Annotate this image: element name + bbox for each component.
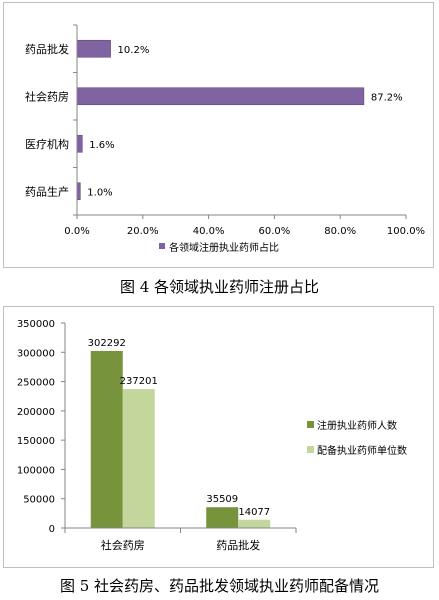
y-tick-label: 200000 (17, 407, 55, 418)
legend-swatch (307, 446, 314, 453)
legend-label: 注册执业药师人数 (317, 419, 397, 432)
bar (122, 389, 155, 528)
x-tick-label: 0.0% (64, 226, 89, 237)
category-label: 药品批发 (216, 538, 260, 552)
bar (238, 519, 271, 528)
bar (76, 87, 365, 106)
chart-2-panel: 302292 237201 社会药房 35509 14077 药品批发 0 50000 1000… (3, 306, 434, 568)
x-tick-label: 60.0% (259, 226, 291, 237)
y-tick-label: 350000 (17, 319, 55, 330)
bar (206, 507, 239, 528)
data-label: 1.6% (89, 140, 114, 151)
category-label: 药品批发 (25, 42, 69, 56)
x-tick-label: 100.0% (387, 226, 425, 237)
bar (76, 39, 111, 58)
chart-1-svg: 药品批发 10.2% 社会药房 87.2% 医疗机构 1.6% 药品生产 1.0% 0.0% 20… (25, 24, 425, 254)
category-label: 社会药房 (101, 538, 145, 552)
legend-label: 各领域注册执业药师占比 (169, 241, 279, 254)
x-tick-label: 80.0% (324, 226, 356, 237)
category-label: 医疗机构 (25, 137, 69, 151)
x-tick-label: 20.0% (127, 226, 159, 237)
data-label: 1.0% (87, 187, 112, 198)
legend-swatch (307, 421, 314, 428)
legend-swatch (159, 243, 165, 249)
y-tick-label: 250000 (17, 378, 55, 389)
data-label: 14077 (238, 507, 270, 518)
legend-label: 配备执业药师单位数 (317, 444, 407, 457)
chart-1-caption: 图 4 各领域执业药师注册占比 (119, 278, 320, 296)
x-tick-label: 40.0% (193, 226, 225, 237)
bar (76, 134, 83, 153)
y-tick-label: 100000 (17, 465, 55, 476)
data-label: 87.2% (371, 92, 403, 103)
category-label: 药品生产 (25, 184, 69, 198)
y-tick-label: 150000 (17, 436, 55, 447)
data-label: 10.2% (118, 45, 150, 56)
chart-2-caption: 图 5 社会药房、药品批发领域执业药师配备情况 (59, 577, 380, 595)
y-tick-label: 0 (49, 524, 55, 535)
category-label: 社会药房 (25, 89, 69, 103)
data-label: 302292 (88, 338, 126, 349)
data-label: 237201 (120, 376, 158, 387)
y-tick-label: 50000 (23, 495, 55, 506)
data-label: 35509 (206, 494, 238, 505)
chart-1-panel: 药品批发 10.2% 社会药房 87.2% 医疗机构 1.6% 药品生产 1.0% 0.0% 20… (3, 2, 434, 268)
y-tick-label: 300000 (17, 348, 55, 359)
bar (90, 350, 123, 528)
